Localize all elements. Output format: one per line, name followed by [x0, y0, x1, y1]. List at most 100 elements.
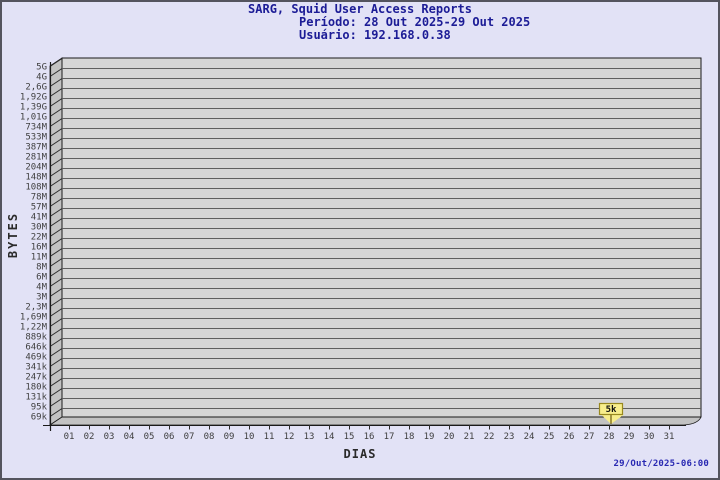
x-tick-label: 30 [644, 432, 655, 442]
y-tick [49, 208, 63, 217]
y-tick [49, 298, 63, 307]
y-tick-label: 95k [31, 403, 48, 413]
y-tick-label: 78M [31, 193, 48, 203]
y-tick [49, 98, 63, 107]
y-tick [49, 308, 63, 317]
report-user: Usuário: 192.168.0.38 [299, 28, 451, 42]
x-tick-label: 21 [464, 432, 475, 442]
x-tick-label: 16 [364, 432, 375, 442]
y-tick-label: 3M [36, 293, 47, 303]
y-tick [49, 338, 63, 347]
y-tick-label: 533M [25, 133, 47, 143]
x-tick-label: 31 [664, 432, 675, 442]
page-title: SARG, Squid User Access Reports [248, 2, 472, 16]
y-tick [49, 158, 63, 167]
y-tick-label: 1,22M [20, 323, 48, 333]
x-tick-label: 10 [244, 432, 255, 442]
y-tick-label: 8M [36, 263, 47, 273]
x-tick-label: 09 [224, 432, 235, 442]
y-tick-label: 281M [25, 153, 47, 163]
y-tick-label: 1,01G [20, 113, 47, 123]
y-tick-label: 4G [36, 73, 47, 83]
x-tick-label: 27 [584, 432, 595, 442]
y-tick [49, 278, 63, 287]
y-tick [49, 188, 63, 197]
y-tick-label: 1,69M [20, 313, 48, 323]
y-tick [49, 108, 63, 117]
y-tick [49, 288, 63, 297]
y-tick-label: 387M [25, 143, 47, 153]
y-tick [49, 88, 63, 97]
y-tick-label: 69k [31, 413, 48, 423]
y-tick [49, 378, 63, 387]
y-tick-label: 646k [25, 343, 47, 353]
x-tick-label: 08 [204, 432, 215, 442]
y-tick [49, 218, 63, 227]
y-tick [49, 168, 63, 177]
x-tick-label: 19 [424, 432, 435, 442]
y-tick-label: 6M [36, 273, 47, 283]
x-tick-label: 17 [384, 432, 395, 442]
y-tick [49, 358, 63, 367]
x-tick-label: 07 [184, 432, 195, 442]
x-tick-label: 04 [124, 432, 135, 442]
y-tick [49, 328, 63, 337]
y-tick-label: 469k [25, 353, 47, 363]
y-tick-label: 108M [25, 183, 47, 193]
flag-label: 5k [606, 405, 617, 415]
y-tick-label: 734M [25, 123, 47, 133]
y-tick-label: 148M [25, 173, 47, 183]
y-tick [49, 248, 63, 257]
y-tick [49, 148, 63, 157]
x-tick-label: 24 [524, 432, 535, 442]
y-tick [49, 238, 63, 247]
y-tick [49, 408, 63, 417]
x-axis-title: DIAS [343, 447, 377, 461]
y-tick-label: 1,92G [20, 93, 47, 103]
x-tick-label: 22 [484, 432, 495, 442]
x-tick-label: 06 [164, 432, 175, 442]
y-tick-label: 57M [31, 203, 48, 213]
y-tick [49, 128, 63, 137]
y-tick [49, 68, 63, 77]
y-tick [49, 348, 63, 357]
y-tick [49, 118, 63, 127]
report-timestamp: 29/Out/2025-06:00 [613, 459, 709, 469]
y-tick-label: 889k [25, 333, 47, 343]
x-tick-label: 03 [104, 432, 115, 442]
report-period: Período: 28 Out 2025-29 Out 2025 [299, 15, 531, 29]
x-tick-label: 12 [284, 432, 295, 442]
x-tick-label: 14 [324, 432, 335, 442]
y-tick-label: 1,39G [20, 103, 47, 113]
y-tick-label: 131k [25, 393, 47, 403]
y-tick-label: 341k [25, 363, 47, 373]
y-tick [49, 78, 63, 87]
y-tick [49, 368, 63, 377]
y-tick-label: 5G [36, 63, 47, 73]
x-tick-label: 15 [344, 432, 355, 442]
y-tick [49, 58, 63, 67]
y-tick [49, 228, 63, 237]
y-tick-label: 4M [36, 283, 47, 293]
y-tick [49, 268, 63, 277]
y-tick [49, 388, 63, 397]
y-tick [49, 198, 63, 207]
y-tick [49, 138, 63, 147]
y-tick-label: 11M [31, 253, 48, 263]
plot-area [61, 57, 702, 418]
y-tick [49, 318, 63, 327]
x-tick-label: 20 [444, 432, 455, 442]
x-tick-label: 05 [144, 432, 155, 442]
y-tick-label: 30M [31, 223, 48, 233]
flag-pennant [601, 414, 624, 424]
y-tick-label: 41M [31, 213, 48, 223]
y-tick-label: 204M [25, 163, 47, 173]
x-tick-label: 13 [304, 432, 315, 442]
x-tick-label: 23 [504, 432, 515, 442]
x-tick-label: 02 [84, 432, 95, 442]
y-tick-label: 180k [25, 383, 47, 393]
x-tick-label: 28 [604, 432, 615, 442]
y-tick-label: 22M [31, 233, 48, 243]
